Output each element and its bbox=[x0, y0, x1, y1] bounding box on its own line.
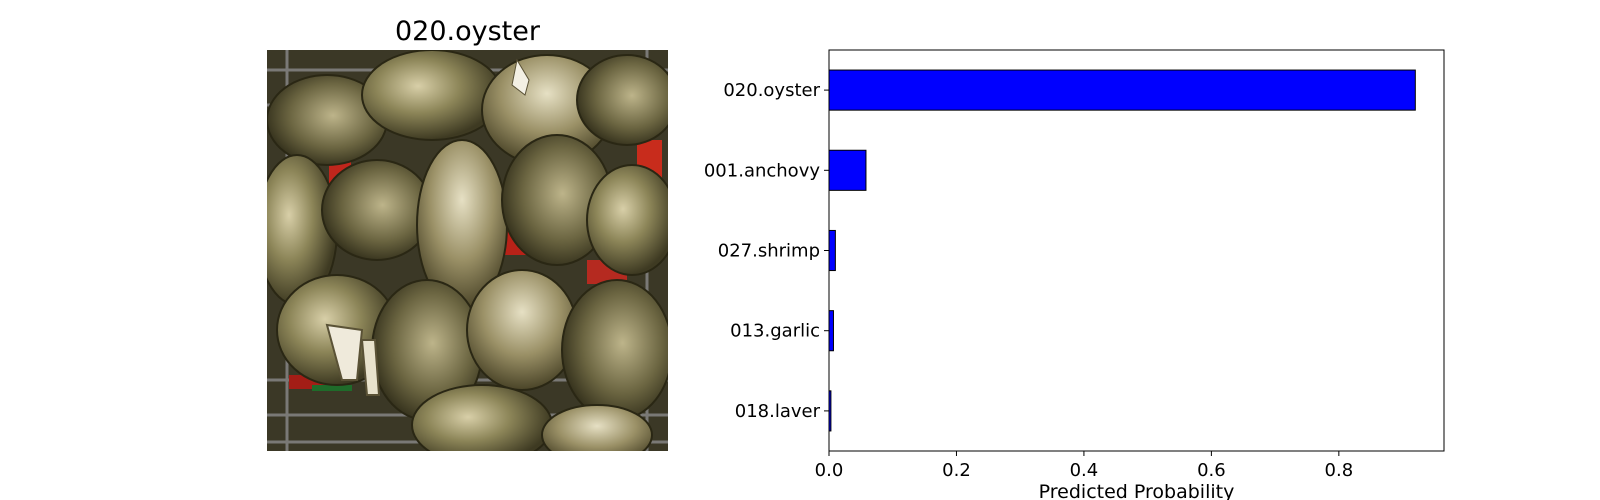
x-tick-label: 0.6 bbox=[1197, 460, 1226, 481]
bar-013.garlic bbox=[828, 310, 834, 352]
x-tick-label: 0.8 bbox=[1325, 460, 1354, 481]
bar-020.oyster bbox=[828, 69, 1416, 111]
x-tick-label: 0.2 bbox=[942, 460, 971, 481]
y-tick-label: 018.laver bbox=[735, 401, 821, 422]
x-axis-label: Predicted Probability bbox=[1039, 481, 1235, 500]
bar-027.shrimp bbox=[828, 229, 836, 272]
x-tick-label: 0.4 bbox=[1070, 460, 1099, 481]
y-tick-label: 013.garlic bbox=[730, 321, 820, 342]
y-tick-label: 020.oyster bbox=[723, 80, 820, 101]
bar-018.laver bbox=[828, 390, 832, 432]
y-tick-label: 001.anchovy bbox=[704, 160, 820, 181]
bar-001.anchovy bbox=[828, 149, 867, 191]
y-tick-label: 027.shrimp bbox=[718, 241, 820, 262]
image-title: 020.oyster bbox=[395, 16, 540, 47]
oyster-photo bbox=[267, 50, 668, 451]
x-tick-label: 0.0 bbox=[815, 460, 844, 481]
